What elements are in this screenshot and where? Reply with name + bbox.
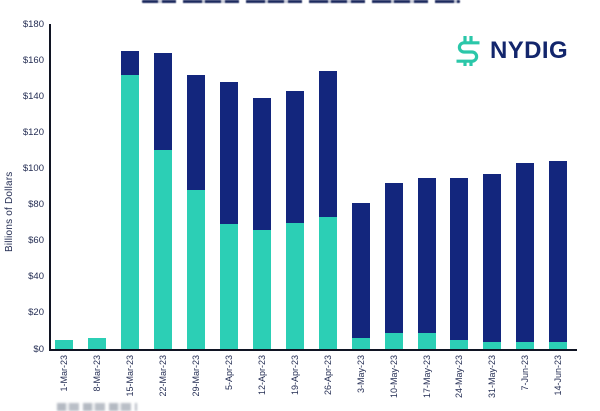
bar-segment-navy (153, 52, 172, 151)
x-tick-label: 3-May-23 (355, 355, 366, 394)
x-tick-label: 7-Jun-23 (520, 355, 531, 391)
y-tick-label: $60 (28, 235, 44, 247)
y-tick-label: $180 (22, 18, 44, 30)
x-tick-label: 15-Mar-23 (124, 355, 135, 397)
stacked-bar (549, 161, 568, 349)
stacked-bar (219, 81, 238, 349)
bar-segment-teal (483, 341, 502, 349)
bar-segment-navy (219, 81, 238, 225)
x-tick-label: 12-Apr-23 (256, 355, 267, 396)
bar-segment-navy (285, 90, 304, 223)
stacked-bar (55, 340, 73, 349)
nydig-logo: NYDIG (452, 34, 568, 68)
stacked-bar (285, 90, 304, 349)
x-tick-label: 1-Mar-23 (59, 355, 69, 392)
bar-segment-teal (88, 338, 106, 349)
bar-segment-teal (318, 217, 337, 349)
bar-segment-teal (417, 332, 436, 349)
nydig-logo-text: NYDIG (490, 37, 569, 64)
stacked-bar (450, 177, 469, 349)
bar-segment-teal (219, 224, 238, 349)
stacked-bar (252, 98, 271, 349)
y-tick-label: $0 (33, 343, 44, 355)
bar-segment-navy (483, 173, 502, 342)
stacked-bar (318, 70, 337, 349)
bar-segment-teal (351, 338, 370, 349)
x-axis-line (49, 349, 577, 351)
bar-segment-navy (120, 51, 139, 75)
bar-segment-navy (384, 182, 403, 333)
x-tick-label: 14-Jun-23 (553, 355, 564, 396)
x-tick-label: 24-May-23 (454, 355, 465, 399)
bar-segment-teal (186, 190, 205, 349)
bar-segment-navy (351, 202, 370, 339)
bar-segment-teal (55, 340, 73, 349)
stacked-bar (351, 202, 370, 349)
bar-segment-navy (516, 163, 535, 342)
bar-segment-teal (153, 150, 172, 349)
bar-segment-navy (252, 98, 271, 230)
x-tick-label: 31-May-23 (487, 355, 498, 399)
x-tick-label: 22-Mar-23 (157, 355, 168, 397)
stacked-bar (483, 173, 502, 349)
stacked-bar (153, 52, 172, 349)
clipped-legend-strip (57, 403, 137, 411)
x-tick-label: 26-Apr-23 (322, 355, 333, 396)
dollar-squiggle-icon (456, 36, 480, 66)
y-tick-label: $160 (22, 54, 44, 66)
stacked-bar (88, 338, 106, 349)
bar-segment-navy (417, 177, 436, 333)
y-tick-label: $100 (22, 162, 44, 174)
bar-segment-teal (252, 229, 271, 349)
stacked-bar (186, 74, 205, 349)
bar-segment-teal (384, 332, 403, 349)
bar-segment-navy (318, 70, 337, 218)
bar-segment-navy (450, 177, 469, 340)
x-tick-label: 10-May-23 (388, 355, 399, 399)
stacked-bar (516, 163, 535, 349)
y-tick-label: $20 (28, 307, 44, 319)
x-tick-label: 29-Mar-23 (190, 355, 201, 397)
stacked-bar (417, 177, 436, 349)
bar-segment-navy (549, 161, 568, 342)
y-tick-label: $120 (22, 126, 44, 138)
bar-segment-teal (285, 222, 304, 349)
bar-segment-navy (186, 74, 205, 191)
bar-segment-teal (549, 341, 568, 349)
bar-segment-teal (450, 340, 469, 349)
x-tick-label: 5-Apr-23 (223, 355, 234, 391)
bar-segment-teal (120, 74, 139, 349)
stacked-bar (384, 182, 403, 349)
x-tick-label: 17-May-23 (421, 355, 432, 399)
clipped-chart-title (142, 0, 460, 3)
x-tick-label: 19-Apr-23 (289, 355, 300, 396)
bar-segment-teal (516, 341, 535, 349)
y-tick-label: $40 (28, 271, 44, 283)
y-tick-label: $80 (28, 199, 44, 211)
stacked-bar (120, 51, 139, 349)
x-tick-label: 8-Mar-23 (92, 355, 102, 392)
y-tick-label: $140 (22, 90, 44, 102)
y-axis-line (49, 24, 51, 351)
